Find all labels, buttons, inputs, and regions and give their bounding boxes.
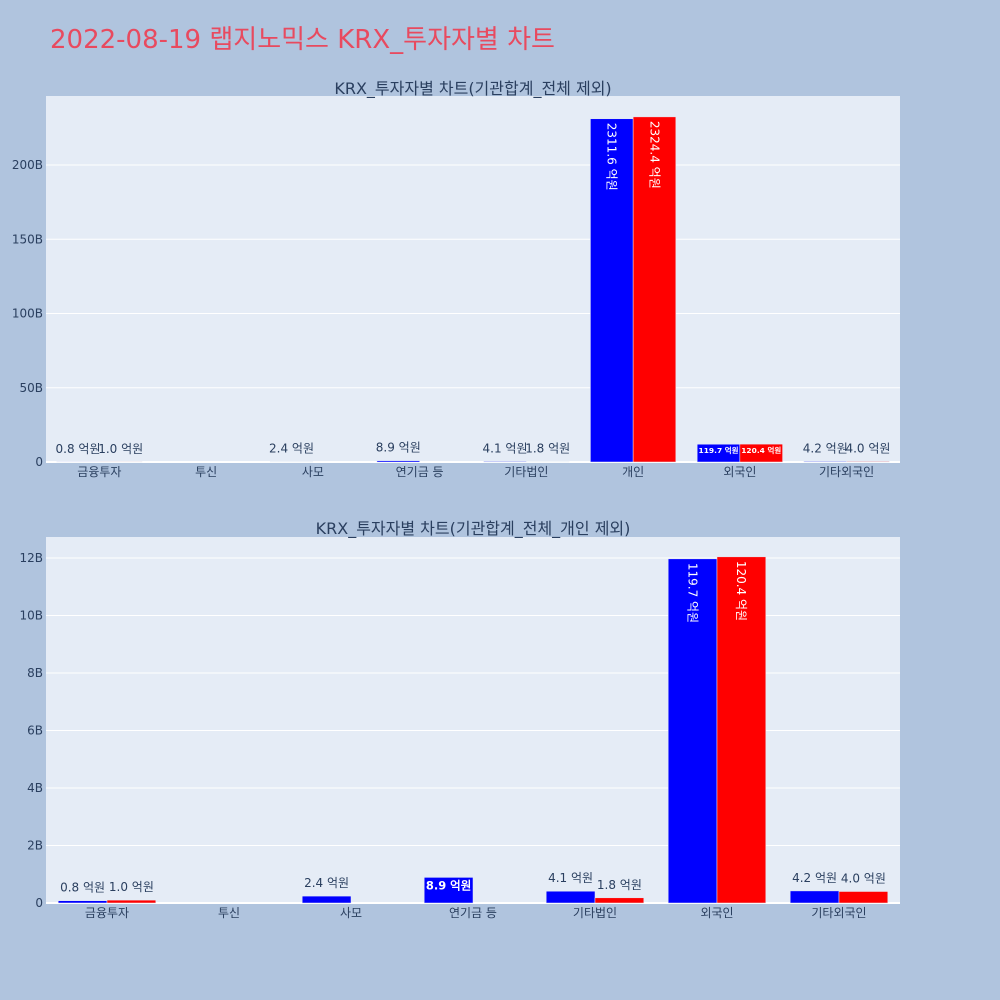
chart-2-ytick-label: 10B [19, 609, 43, 623]
chart-1-data-label: 8.9 억원 [376, 441, 421, 455]
chart-2-ytick-label: 12B [19, 551, 43, 565]
chart-2-data-label: 8.9 억원 [426, 879, 471, 893]
chart-2-bar-series-2 [106, 899, 157, 904]
chart-1-xtick-label: 연기금 등 [396, 465, 444, 479]
chart-2-xtick-label: 기타법인 [573, 906, 617, 920]
chart-1-bar-series-2 [739, 443, 783, 463]
chart-2-bar-series-2 [838, 891, 889, 904]
chart-1-ytick-label: 200B [12, 158, 43, 172]
chart-1-data-label: 2324.4 억원 [647, 121, 661, 189]
chart-1-data-label: 1.8 억원 [525, 442, 570, 456]
chart-2-bar-series-2 [594, 897, 645, 904]
chart-1-data-label: 4.0 억원 [845, 441, 890, 455]
chart-2-ytick-label: 4B [27, 781, 43, 795]
chart-1-xtick-label: 사모 [302, 465, 324, 479]
chart-2-bar-series-2 [716, 556, 767, 904]
chart-1-bar-series-1 [803, 461, 847, 463]
chart-1-ytick-label: 50B [19, 381, 43, 395]
chart-1-data-label: 4.2 억원 [803, 441, 848, 455]
chart-2-data-label: 4.2 억원 [792, 871, 837, 885]
chart-2: 0 2B 4B 6B 8B 10B 12B 금융투자 투신 사모 연기금 등 기타법인 외국인 기타외국인… [19, 537, 900, 920]
chart-2-title: KRX_투자자별 차트(기관합계_전체_개인 제외) [315, 519, 631, 538]
chart-1-xtick-label: 기타법인 [504, 465, 548, 479]
chart-2-xtick-label: 기타외국인 [811, 906, 866, 920]
chart-2-bar-series-1 [301, 895, 352, 904]
chart-1-data-label: 120.4 억원 [741, 445, 781, 455]
chart-1-xtick-label: 기타외국인 [819, 465, 874, 479]
chart-2-xtick-label: 연기금 등 [449, 906, 497, 920]
chart-2-data-label: 4.1 억원 [548, 871, 593, 885]
chart-2-xtick-label: 사모 [340, 906, 362, 920]
chart-1-bar-series-2 [632, 116, 677, 463]
chart-1-bar-series-1 [590, 118, 634, 463]
chart-2-ytick-label: 0 [35, 896, 43, 910]
chart-2-bar-series-1 [667, 558, 718, 904]
chart-1-data-label: 2.4 억원 [269, 442, 314, 456]
chart-1-data-label: 119.7 억원 [699, 445, 739, 455]
chart-1: 0 50B 100B 150B 200B 금융투자 투신 사모 연기금 등 기타법인 개인 외국인 기타… [12, 96, 900, 479]
page-title: 2022-08-19 랩지노믹스 KRX_투자자별 차트 [50, 25, 555, 55]
chart-2-data-label: 0.8 억원 [60, 881, 105, 895]
chart-1-bar-series-1 [483, 461, 527, 463]
chart-2-data-label: 120.4 억원 [734, 561, 748, 621]
chart-1-data-label: 4.1 억원 [483, 441, 528, 455]
chart-2-xtick-label: 투신 [218, 906, 240, 920]
chart-2-bar-series-1 [423, 877, 474, 904]
chart-1-xtick-label: 외국인 [723, 465, 756, 479]
chart-2-xtick-label: 외국인 [700, 906, 733, 920]
chart-1-ytick-label: 0 [35, 455, 43, 469]
chart-2-xtick-label: 금융투자 [85, 906, 129, 920]
chart-2-bar-series-1 [545, 890, 596, 904]
chart-2-data-label: 1.8 억원 [597, 878, 642, 892]
chart-1-data-label: 2311.6 억원 [605, 123, 619, 191]
chart-2-data-label: 4.0 억원 [841, 872, 886, 886]
chart-2-data-label: 119.7 억원 [685, 563, 699, 623]
chart-2-ytick-label: 6B [27, 724, 43, 738]
chart-1-ytick-label: 150B [12, 232, 43, 246]
chart-1-xtick-label: 투신 [195, 465, 217, 479]
chart-1-title: KRX_투자자별 차트(기관합계_전체 제외) [334, 79, 612, 98]
chart-1-xtick-label: 개인 [622, 465, 644, 479]
chart-2-ytick-label: 2B [27, 839, 43, 853]
chart-1-bar-series-2 [846, 461, 890, 463]
chart-1-data-label: 1.0 억원 [98, 442, 143, 456]
chart-2-data-label: 2.4 억원 [304, 876, 349, 890]
chart-1-bar-series-1 [376, 460, 420, 463]
chart-2-bar-series-1 [57, 900, 108, 904]
chart-2-data-label: 1.0 억원 [109, 880, 154, 894]
chart-1-ytick-label: 100B [12, 307, 43, 321]
chart-1-plot-area [46, 96, 900, 462]
chart-2-ytick-label: 8B [27, 666, 43, 680]
chart-1-data-label: 0.8 억원 [56, 442, 101, 456]
chart-2-plot-area [46, 537, 900, 903]
chart-2-bar-series-1 [789, 890, 840, 904]
chart-1-xtick-label: 금융투자 [77, 465, 121, 479]
